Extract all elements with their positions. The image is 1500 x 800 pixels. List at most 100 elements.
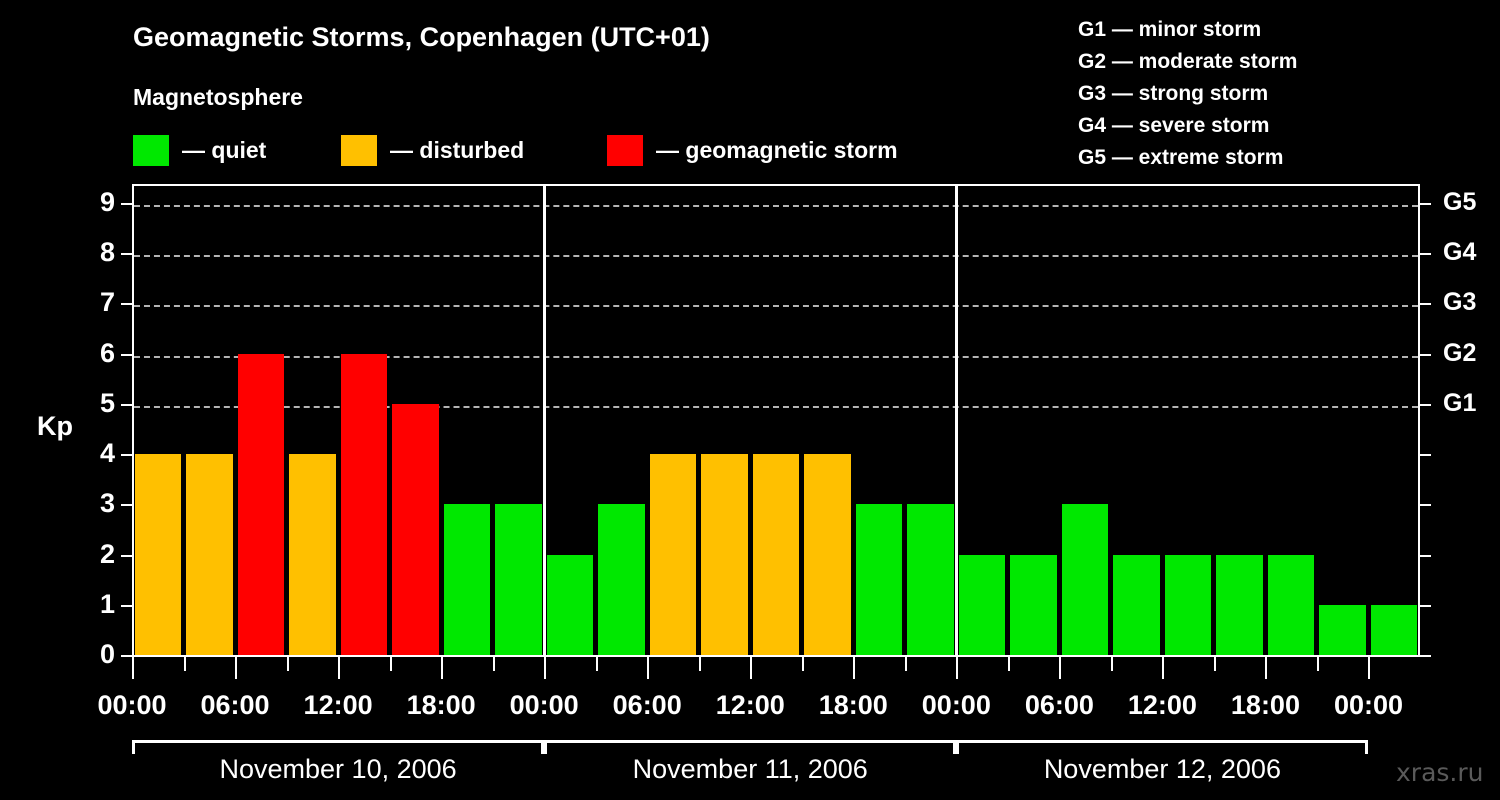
x-tick-18h (441, 657, 444, 679)
bar (804, 454, 851, 655)
x-tick-label-6h: 06:00 (200, 690, 270, 720)
bar (1370, 604, 1418, 655)
legend-label-disturbed: — disturbed (390, 136, 525, 163)
g-axis-label-G1: G1 (1443, 388, 1477, 417)
y-tick-6 (121, 353, 132, 356)
gridline-kp-9 (134, 205, 1418, 207)
y-tick-3 (121, 504, 132, 507)
day-bracket (956, 740, 1369, 754)
x-axis-line (132, 655, 1420, 657)
legend-label-quiet: — quiet (182, 136, 267, 163)
y-tick-4 (121, 454, 132, 457)
bar (598, 504, 645, 655)
x-tick-72h (1368, 657, 1371, 679)
x-tick-label-60h: 12:00 (1127, 690, 1197, 720)
day-label: November 10, 2006 (219, 754, 457, 784)
x-tick-21h (492, 657, 495, 671)
y-tick-label-6: 6 (99, 337, 115, 368)
x-tick-45h (904, 657, 907, 671)
x-tick-label-12h: 12:00 (303, 690, 373, 720)
g-axis-tick-kp-5 (1420, 403, 1431, 406)
bar (134, 454, 182, 655)
bars-container (132, 184, 1420, 655)
x-tick-54h (1059, 657, 1062, 679)
bar (340, 353, 388, 655)
x-tick-15h (389, 657, 392, 671)
y-tick-7 (121, 303, 132, 306)
x-tick-label-48h: 00:00 (921, 690, 991, 720)
g-legend-row-2: G2 — moderate storm (1078, 50, 1298, 73)
bar (1319, 604, 1366, 655)
g-axis-tick-kp-1 (1420, 604, 1431, 607)
x-tick-6h (235, 657, 238, 679)
bar (752, 454, 800, 655)
x-tick-51h (1007, 657, 1010, 671)
y-tick-1 (121, 604, 132, 607)
bar (237, 353, 285, 655)
bar (907, 504, 954, 655)
x-tick-label-42h: 18:00 (818, 690, 888, 720)
x-tick-27h (595, 657, 598, 671)
g-axis-tick-kp-6 (1420, 353, 1431, 356)
bar (958, 554, 1006, 655)
bar (392, 403, 439, 655)
y-tick-label-2: 2 (99, 538, 115, 569)
g-legend-row-3: G3 — strong storm (1078, 82, 1269, 105)
day-separator (543, 184, 547, 655)
y-tick-8 (121, 253, 132, 256)
legend-swatch-geomagnetic-storm (607, 134, 643, 166)
y-tick-0 (121, 655, 132, 657)
bar (1061, 504, 1109, 655)
x-tick-48h (956, 657, 959, 679)
y-tick-label-5: 5 (99, 387, 115, 418)
x-tick-69h (1316, 657, 1319, 671)
bar (649, 454, 697, 655)
legend-swatch-quiet (133, 134, 169, 166)
g-axis-tick-kp-0 (1420, 655, 1431, 657)
y-tick-label-3: 3 (99, 488, 115, 519)
y-tick-label-7: 7 (99, 287, 115, 318)
y-tick-5 (121, 403, 132, 406)
day-label: November 11, 2006 (632, 754, 868, 784)
x-tick-label-0h: 00:00 (97, 690, 167, 720)
g-axis-tick-kp-8 (1420, 253, 1431, 256)
g-legend-row-4: G4 — severe storm (1078, 114, 1270, 137)
y-tick-label-1: 1 (99, 588, 115, 619)
g-axis-label-G2: G2 (1443, 338, 1477, 367)
gridline-kp-7 (134, 305, 1418, 308)
x-tick-label-36h: 12:00 (715, 690, 785, 720)
g-axis-label-G5: G5 (1443, 188, 1477, 216)
bar (289, 454, 336, 655)
y-tick-label-8: 8 (99, 237, 115, 268)
bar (443, 504, 491, 655)
x-tick-42h (853, 657, 856, 679)
legend-entry-geomagnetic-storm: — geomagnetic storm (607, 134, 898, 166)
g-legend-row-1: G1 — minor storm (1078, 18, 1262, 41)
bar (855, 504, 903, 655)
x-tick-66h (1265, 657, 1268, 679)
x-tick-0h (132, 657, 134, 679)
gridline-kp-6 (134, 355, 1418, 358)
plot-area (132, 184, 1420, 655)
y-tick-9 (121, 203, 132, 205)
g-legend-row-5: G5 — extreme storm (1078, 146, 1284, 169)
y-tick-label-4: 4 (99, 438, 115, 469)
g-scale-legend: G1 — minor storm G2 — moderate storm G3 — … (1078, 14, 1297, 174)
y-tick-label-9: 9 (99, 187, 115, 217)
y-tick-label-0: 0 (99, 639, 115, 669)
bar (1164, 554, 1212, 655)
legend-entry-quiet: — quiet (133, 134, 266, 166)
bar (1010, 554, 1057, 655)
x-tick-39h (801, 657, 804, 671)
page-title: Geomagnetic Storms, Copenhagen (UTC+01) (133, 22, 710, 52)
gridline-kp-5 (134, 405, 1418, 408)
x-tick-33h (698, 657, 701, 671)
bar (546, 554, 594, 655)
x-tick-label-66h: 18:00 (1230, 690, 1300, 720)
x-tick-label-30h: 06:00 (612, 690, 682, 720)
watermark: xras.ru (1396, 758, 1484, 787)
legend-swatch-disturbed (341, 134, 377, 166)
bar (186, 454, 233, 655)
x-tick-label-54h: 06:00 (1024, 690, 1094, 720)
bar (495, 504, 542, 655)
